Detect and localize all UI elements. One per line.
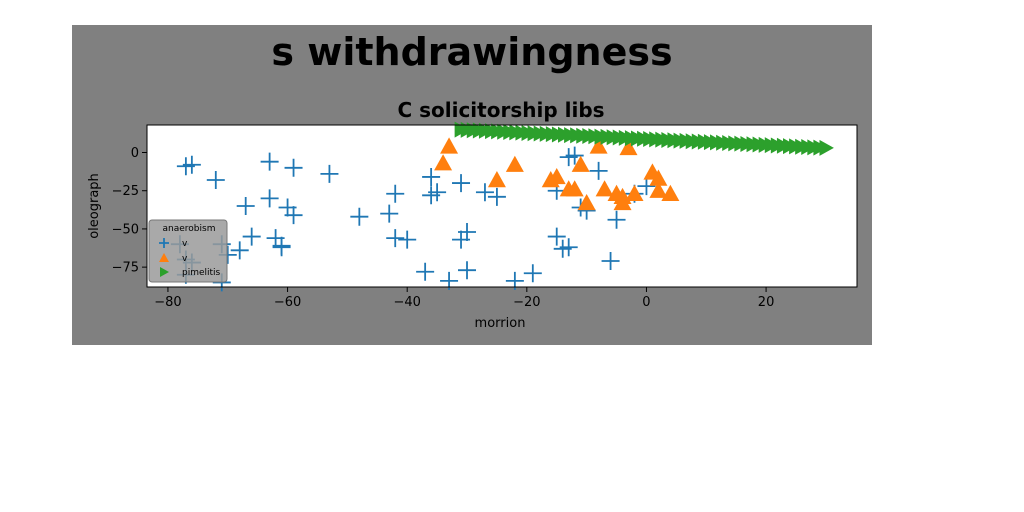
data-point-v-plus <box>589 161 608 180</box>
series-v-triangle <box>434 137 680 211</box>
data-point-v-plus <box>523 264 542 283</box>
data-point-v-plus <box>272 238 291 257</box>
data-point-v-triangle <box>565 180 584 197</box>
plot-area <box>147 125 857 287</box>
legend-entry-label: v <box>182 254 188 264</box>
chart-suptitle: s withdrawingness <box>271 30 672 74</box>
data-point-v-plus <box>380 204 399 223</box>
y-tick-label: −75 <box>112 261 139 276</box>
legend-entry-label: v <box>182 239 188 249</box>
data-point-v-triangle <box>505 155 524 172</box>
data-point-v-plus <box>284 158 303 177</box>
data-point-v-triangle <box>487 171 506 188</box>
data-point-v-plus <box>236 197 255 215</box>
data-point-v-triangle <box>571 155 590 172</box>
data-point-v-plus <box>242 227 261 246</box>
data-point-v-plus <box>260 189 279 208</box>
data-point-v-plus <box>452 174 471 193</box>
y-tick-label: −50 <box>112 222 139 237</box>
data-point-v-plus <box>398 230 417 249</box>
data-point-v-triangle <box>577 193 596 211</box>
y-axis: 0 −25 −50 −75 <box>112 146 147 276</box>
data-point-v-triangle <box>547 167 566 185</box>
data-point-v-triangle <box>434 154 453 171</box>
x-axis-label: morrion <box>475 316 526 331</box>
data-point-v-triangle <box>589 137 608 154</box>
legend-box <box>148 219 228 283</box>
data-point-v-plus <box>637 177 656 196</box>
legend-marker <box>160 267 169 277</box>
legend-marker <box>159 238 169 248</box>
data-point-v-plus <box>350 207 369 226</box>
data-point-v-plus <box>601 252 620 271</box>
data-point-v-plus <box>607 210 626 229</box>
data-point-pimelitis <box>819 139 834 156</box>
data-point-v-triangle <box>625 184 644 201</box>
data-point-v-triangle <box>595 180 614 197</box>
data-point-v-plus <box>320 164 339 183</box>
data-point-v-plus <box>260 152 279 171</box>
data-point-v-triangle <box>649 169 668 186</box>
x-tick-label: −80 <box>154 295 181 310</box>
x-tick-label: −60 <box>274 295 301 310</box>
data-point-v-plus <box>428 183 447 202</box>
x-tick-label: 0 <box>642 295 650 310</box>
data-point-v-triangle <box>661 184 680 201</box>
data-point-v-plus <box>284 206 303 225</box>
y-tick-label: −25 <box>112 184 139 199</box>
data-point-v-plus <box>386 229 405 248</box>
chart-title: C solicitorship libs <box>397 98 604 122</box>
x-axis: −80 −60 −40 −20 0 20 <box>154 287 774 310</box>
y-tick-label: 0 <box>131 146 139 161</box>
data-point-v-plus <box>422 167 441 186</box>
data-point-v-plus <box>458 222 477 241</box>
x-tick-label: 20 <box>758 295 775 310</box>
x-tick-label: −20 <box>513 295 540 310</box>
data-point-v-plus <box>565 146 584 165</box>
data-point-v-plus <box>206 171 225 190</box>
series-v-plus <box>170 146 656 292</box>
y-axis-label: oleograph <box>87 173 102 239</box>
data-point-v-plus <box>386 184 405 203</box>
data-point-v-plus <box>416 262 435 281</box>
data-point-v-plus <box>559 238 578 257</box>
data-point-v-triangle <box>440 137 459 154</box>
legend-marker <box>159 253 169 262</box>
legend: anaerobism vv pimelitis <box>148 219 228 283</box>
data-point-v-plus <box>182 155 201 174</box>
data-point-v-plus <box>458 261 477 280</box>
legend-entry-label: pimelitis <box>182 268 221 278</box>
series-pimelitis <box>454 121 834 156</box>
plot-frame <box>146 124 858 288</box>
x-tick-label: −40 <box>393 295 420 310</box>
data-point-v-plus <box>487 187 506 206</box>
data-point-v-triangle <box>649 181 668 198</box>
data-point-v-plus <box>230 241 249 260</box>
data-point-v-triangle <box>619 138 638 156</box>
data-point-v-plus <box>547 227 566 246</box>
data-point-v-plus <box>475 183 494 202</box>
legend-title: anaerobism <box>163 224 216 234</box>
